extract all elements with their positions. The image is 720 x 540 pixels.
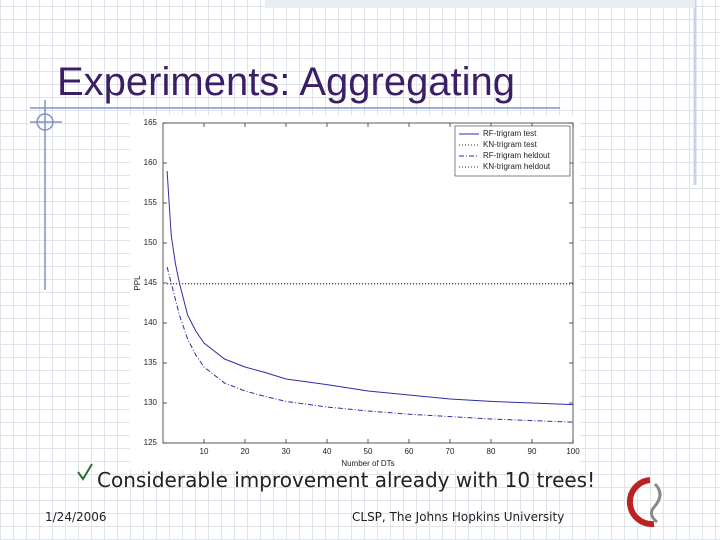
x-tick-label: 90 — [528, 447, 537, 456]
slide-title: Experiments: Aggregating — [57, 60, 516, 104]
legend-label: RF-trigram heldout — [483, 151, 550, 160]
y-tick-label: 125 — [144, 438, 158, 447]
y-axis-label: PPL — [133, 275, 142, 291]
legend-label: RF-trigram test — [483, 129, 537, 138]
x-tick-label: 50 — [364, 447, 373, 456]
y-tick-label: 130 — [144, 398, 158, 407]
x-tick-label: 10 — [200, 447, 209, 456]
date: 1/24/2006 — [45, 510, 107, 524]
x-tick-label: 60 — [405, 447, 414, 456]
y-tick-label: 165 — [144, 118, 158, 127]
x-tick-label: 40 — [323, 447, 332, 456]
legend-label: KN-trigram heldout — [483, 162, 551, 171]
x-tick-label: 100 — [566, 447, 580, 456]
series-line — [166, 170, 574, 406]
series-line — [166, 266, 574, 423]
x-tick-label: 30 — [282, 447, 291, 456]
x-tick-label: 80 — [487, 447, 496, 456]
y-tick-label: 155 — [144, 198, 158, 207]
y-tick-label: 145 — [144, 278, 158, 287]
x-axis-label: Number of DTs — [341, 459, 394, 468]
y-tick-label: 150 — [144, 238, 158, 247]
legend-label: KN-trigram test — [483, 140, 538, 149]
footer: CLSP, The Johns Hopkins University — [352, 510, 565, 524]
y-tick-label: 140 — [144, 318, 158, 327]
plot-frame — [162, 122, 574, 444]
y-tick-label: 135 — [144, 358, 158, 367]
y-tick-label: 160 — [144, 158, 158, 167]
bullet: Considerable improvement already with 10… — [97, 468, 596, 492]
logo — [626, 477, 662, 528]
x-tick-label: 20 — [241, 447, 250, 456]
x-tick-label: 70 — [446, 447, 455, 456]
